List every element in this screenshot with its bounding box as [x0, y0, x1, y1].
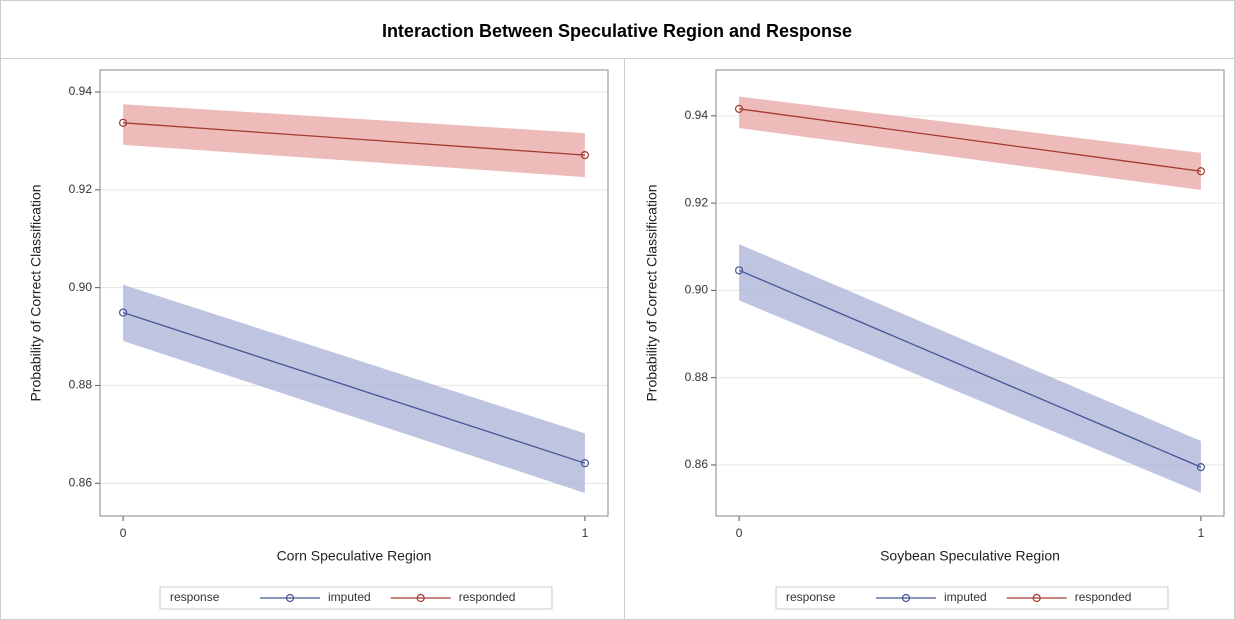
- legend-marker: [901, 593, 911, 603]
- y-tick-label: 0.92: [685, 195, 709, 209]
- y-tick-label: 0.94: [685, 108, 709, 122]
- legend-label: imputed: [328, 590, 371, 604]
- legend-label: responded: [459, 590, 516, 604]
- confidence-band: [739, 96, 1201, 191]
- data-point: [118, 118, 128, 127]
- x-tick-label: 1: [1198, 526, 1205, 540]
- data-point: [734, 104, 744, 113]
- y-tick-label: 0.92: [69, 182, 93, 196]
- y-tick-label: 0.94: [69, 84, 93, 98]
- plot-frame: [715, 69, 1225, 517]
- data-point: [734, 266, 744, 275]
- x-axis-label: Corn Speculative Region: [277, 548, 432, 564]
- y-axis-label: Probability of Correct Classification: [644, 184, 660, 401]
- confidence-band: [123, 284, 585, 494]
- x-axis-label: Soybean Speculative Region: [880, 548, 1060, 564]
- data-point: [580, 150, 590, 160]
- legend-marker: [285, 593, 295, 603]
- series-line: [738, 269, 1202, 468]
- legend-box: [159, 586, 553, 610]
- y-tick-label: 0.88: [685, 370, 709, 384]
- legend-title: response: [170, 590, 220, 604]
- series-line: [123, 122, 585, 156]
- legend-label: imputed: [944, 590, 987, 604]
- data-point: [1196, 463, 1206, 472]
- legend-title: response: [786, 590, 836, 604]
- data-point: [1196, 167, 1206, 176]
- y-tick-label: 0.86: [685, 457, 709, 471]
- confidence-band: [123, 104, 585, 178]
- x-tick-label: 0: [736, 526, 743, 540]
- figure-title: Interaction Between Speculative Region a…: [382, 21, 852, 41]
- x-tick-label: 0: [120, 526, 127, 540]
- legend-marker: [416, 593, 425, 603]
- plot-frame: [99, 69, 609, 517]
- legend-box: [775, 586, 1169, 610]
- y-tick-label: 0.90: [685, 283, 709, 297]
- y-tick-label: 0.90: [69, 280, 93, 294]
- x-tick-label: 1: [582, 526, 589, 540]
- series-line: [122, 311, 586, 464]
- legend-label: responded: [1075, 590, 1132, 604]
- legend-marker: [1032, 593, 1041, 603]
- y-tick-label: 0.88: [69, 378, 93, 392]
- series-line: [739, 108, 1201, 172]
- y-axis-label: Probability of Correct Classification: [28, 184, 44, 401]
- data-point: [580, 459, 590, 468]
- y-tick-label: 0.86: [69, 475, 93, 489]
- data-point: [118, 308, 128, 317]
